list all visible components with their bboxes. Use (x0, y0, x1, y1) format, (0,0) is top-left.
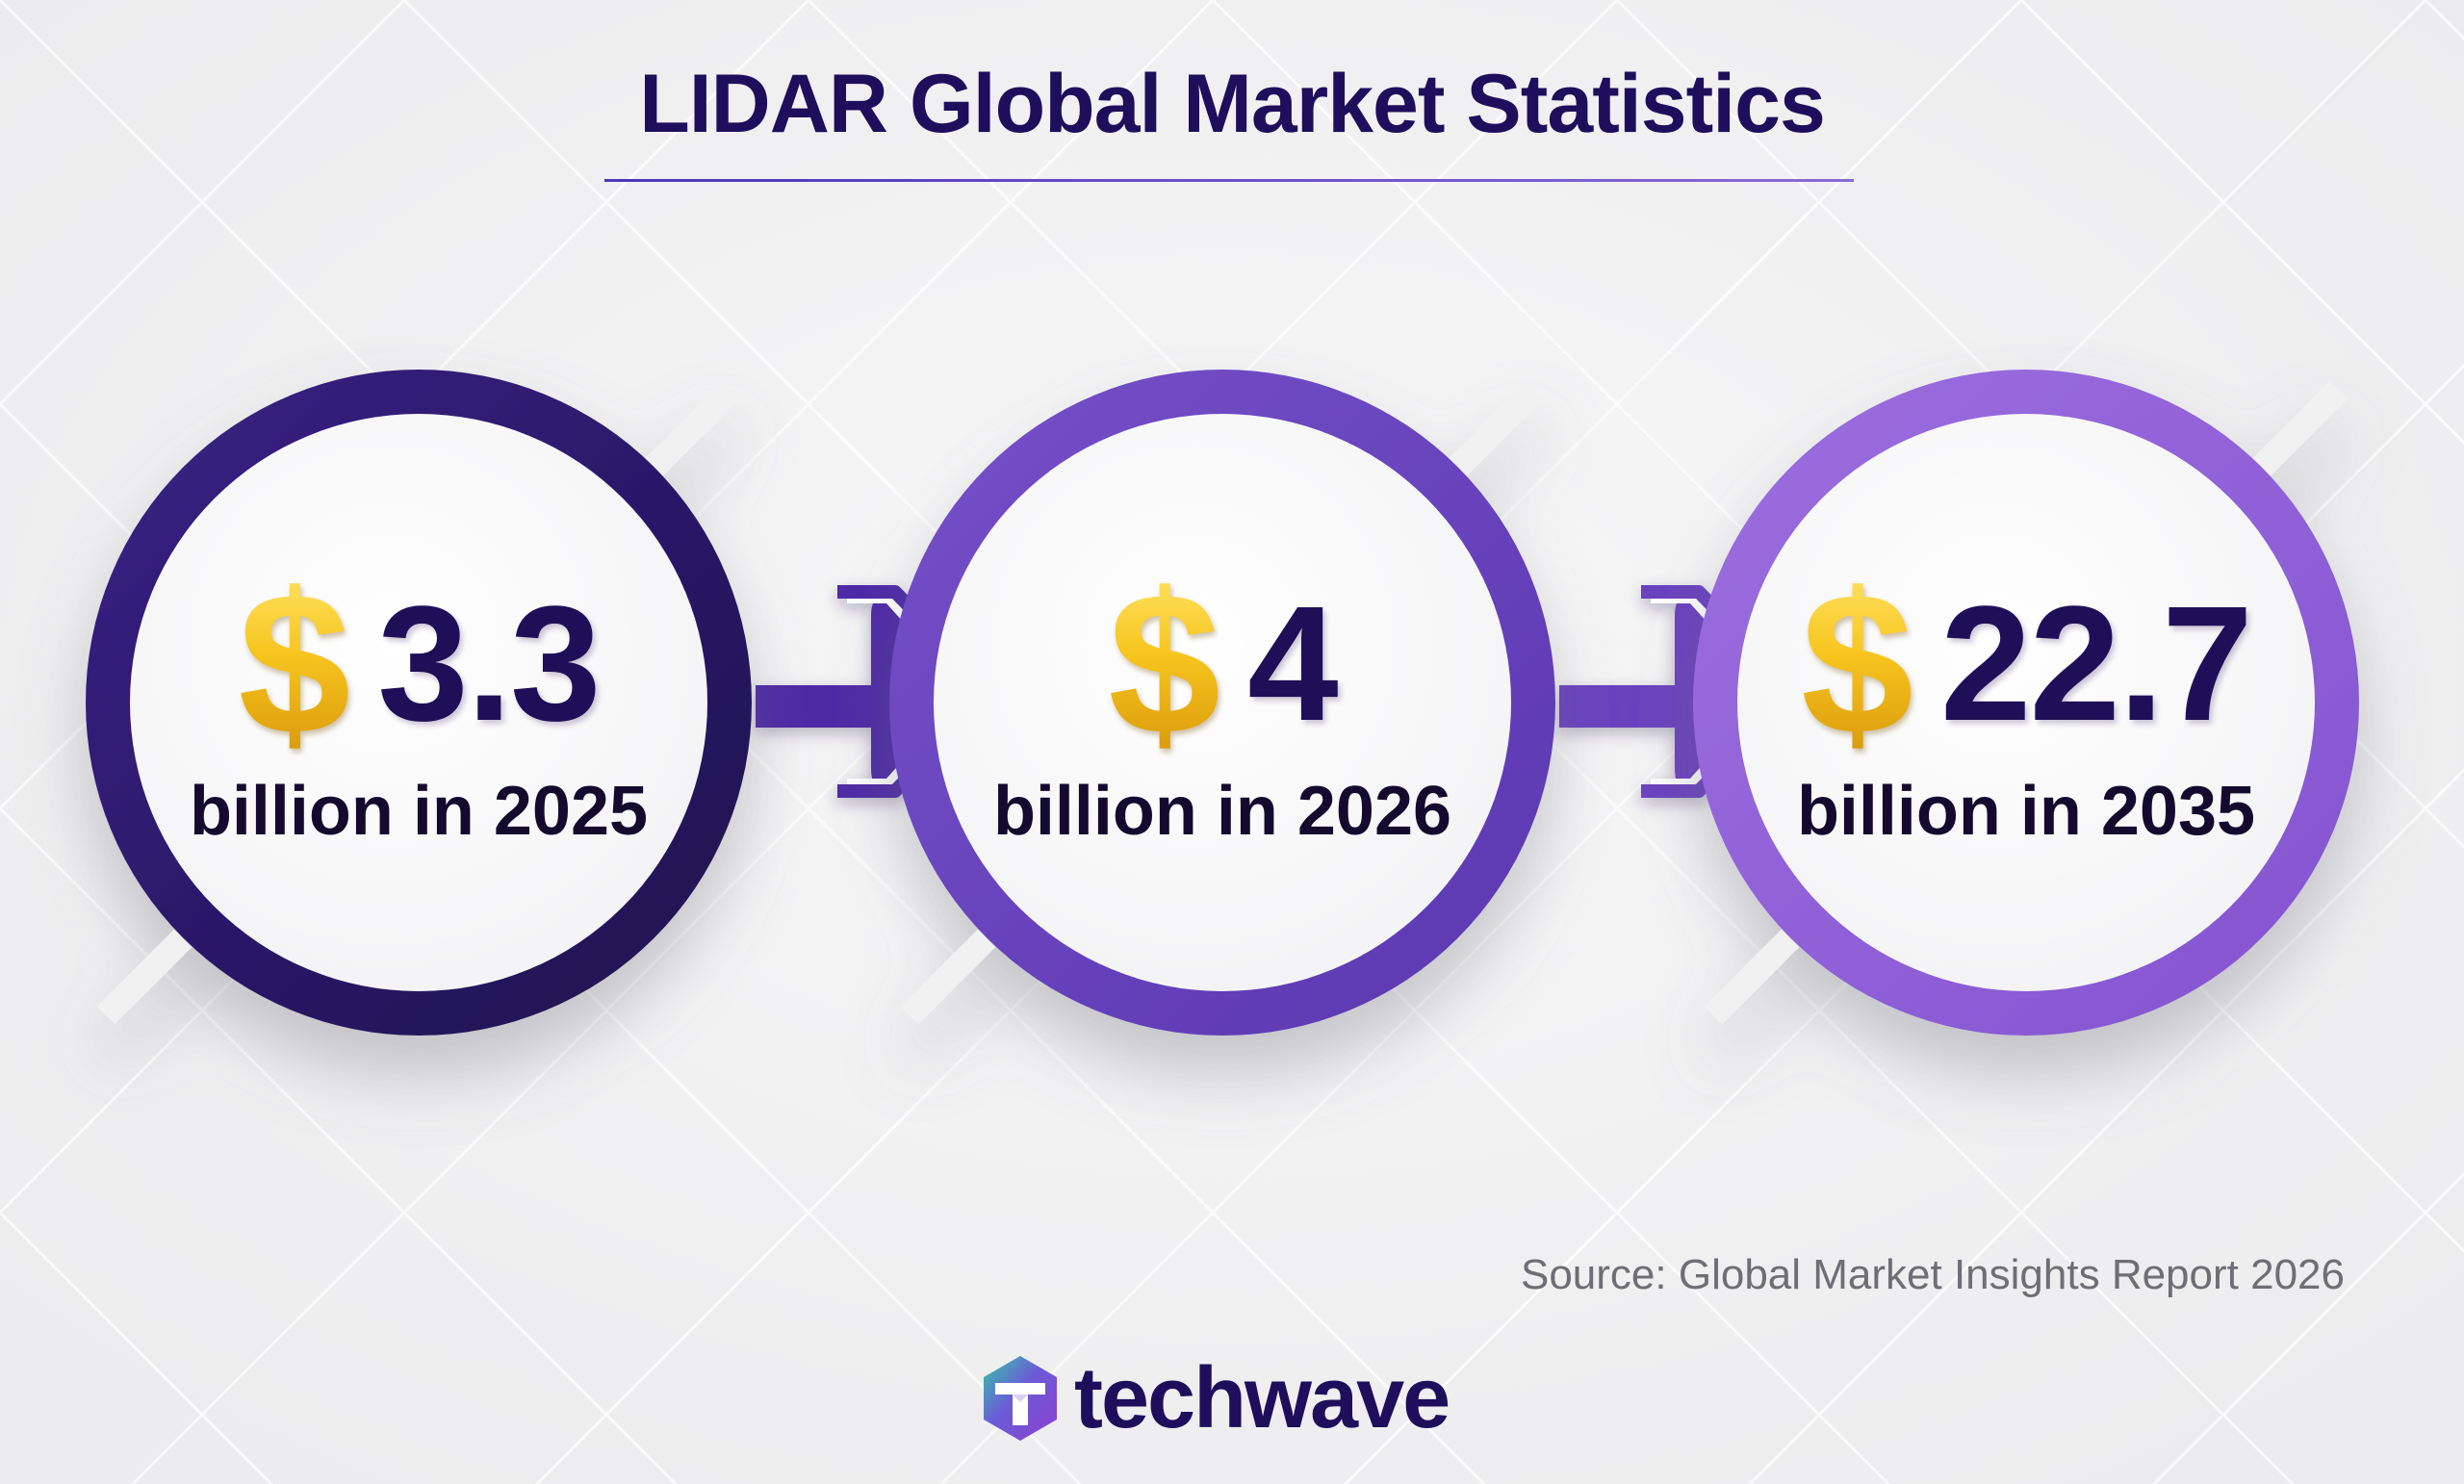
stat-value: 22.7 (1939, 573, 2253, 755)
stat-amount-row: $ 4 (924, 563, 1521, 765)
hexagon-t-logo-icon (984, 1356, 1057, 1441)
brand-name: techwave (1074, 1350, 1450, 1446)
stat-circle-1 (86, 370, 752, 1036)
page-title: LIDAR Global Market Statistics (639, 58, 1826, 150)
stat-caption: billion in 2026 (992, 773, 1452, 850)
title-underline (604, 179, 1854, 182)
stat-block-1: $ 3.3 billion in 2025 (120, 563, 717, 851)
stat-caption: billion in 2025 (189, 773, 649, 850)
dollar-icon: $ (238, 550, 351, 777)
stat-circle-3 (1693, 370, 2359, 1036)
stat-circle-2 (889, 370, 1555, 1036)
dollar-icon: $ (1108, 550, 1221, 777)
stat-value: 4 (1247, 573, 1339, 755)
dollar-icon: $ (1801, 550, 1913, 777)
stat-caption: billion in 2035 (1796, 773, 2256, 850)
stat-amount-row: $ 3.3 (120, 563, 717, 765)
stat-block-2: $ 4 billion in 2026 (924, 563, 1521, 851)
stat-block-3: $ 22.7 billion in 2035 (1728, 563, 2324, 851)
stat-amount-row: $ 22.7 (1728, 563, 2324, 765)
brand-logo: techwave (980, 1345, 1450, 1451)
source-note: Source: Global Market Insights Report 20… (1520, 1251, 2345, 1298)
stat-value: 3.3 (377, 573, 601, 755)
